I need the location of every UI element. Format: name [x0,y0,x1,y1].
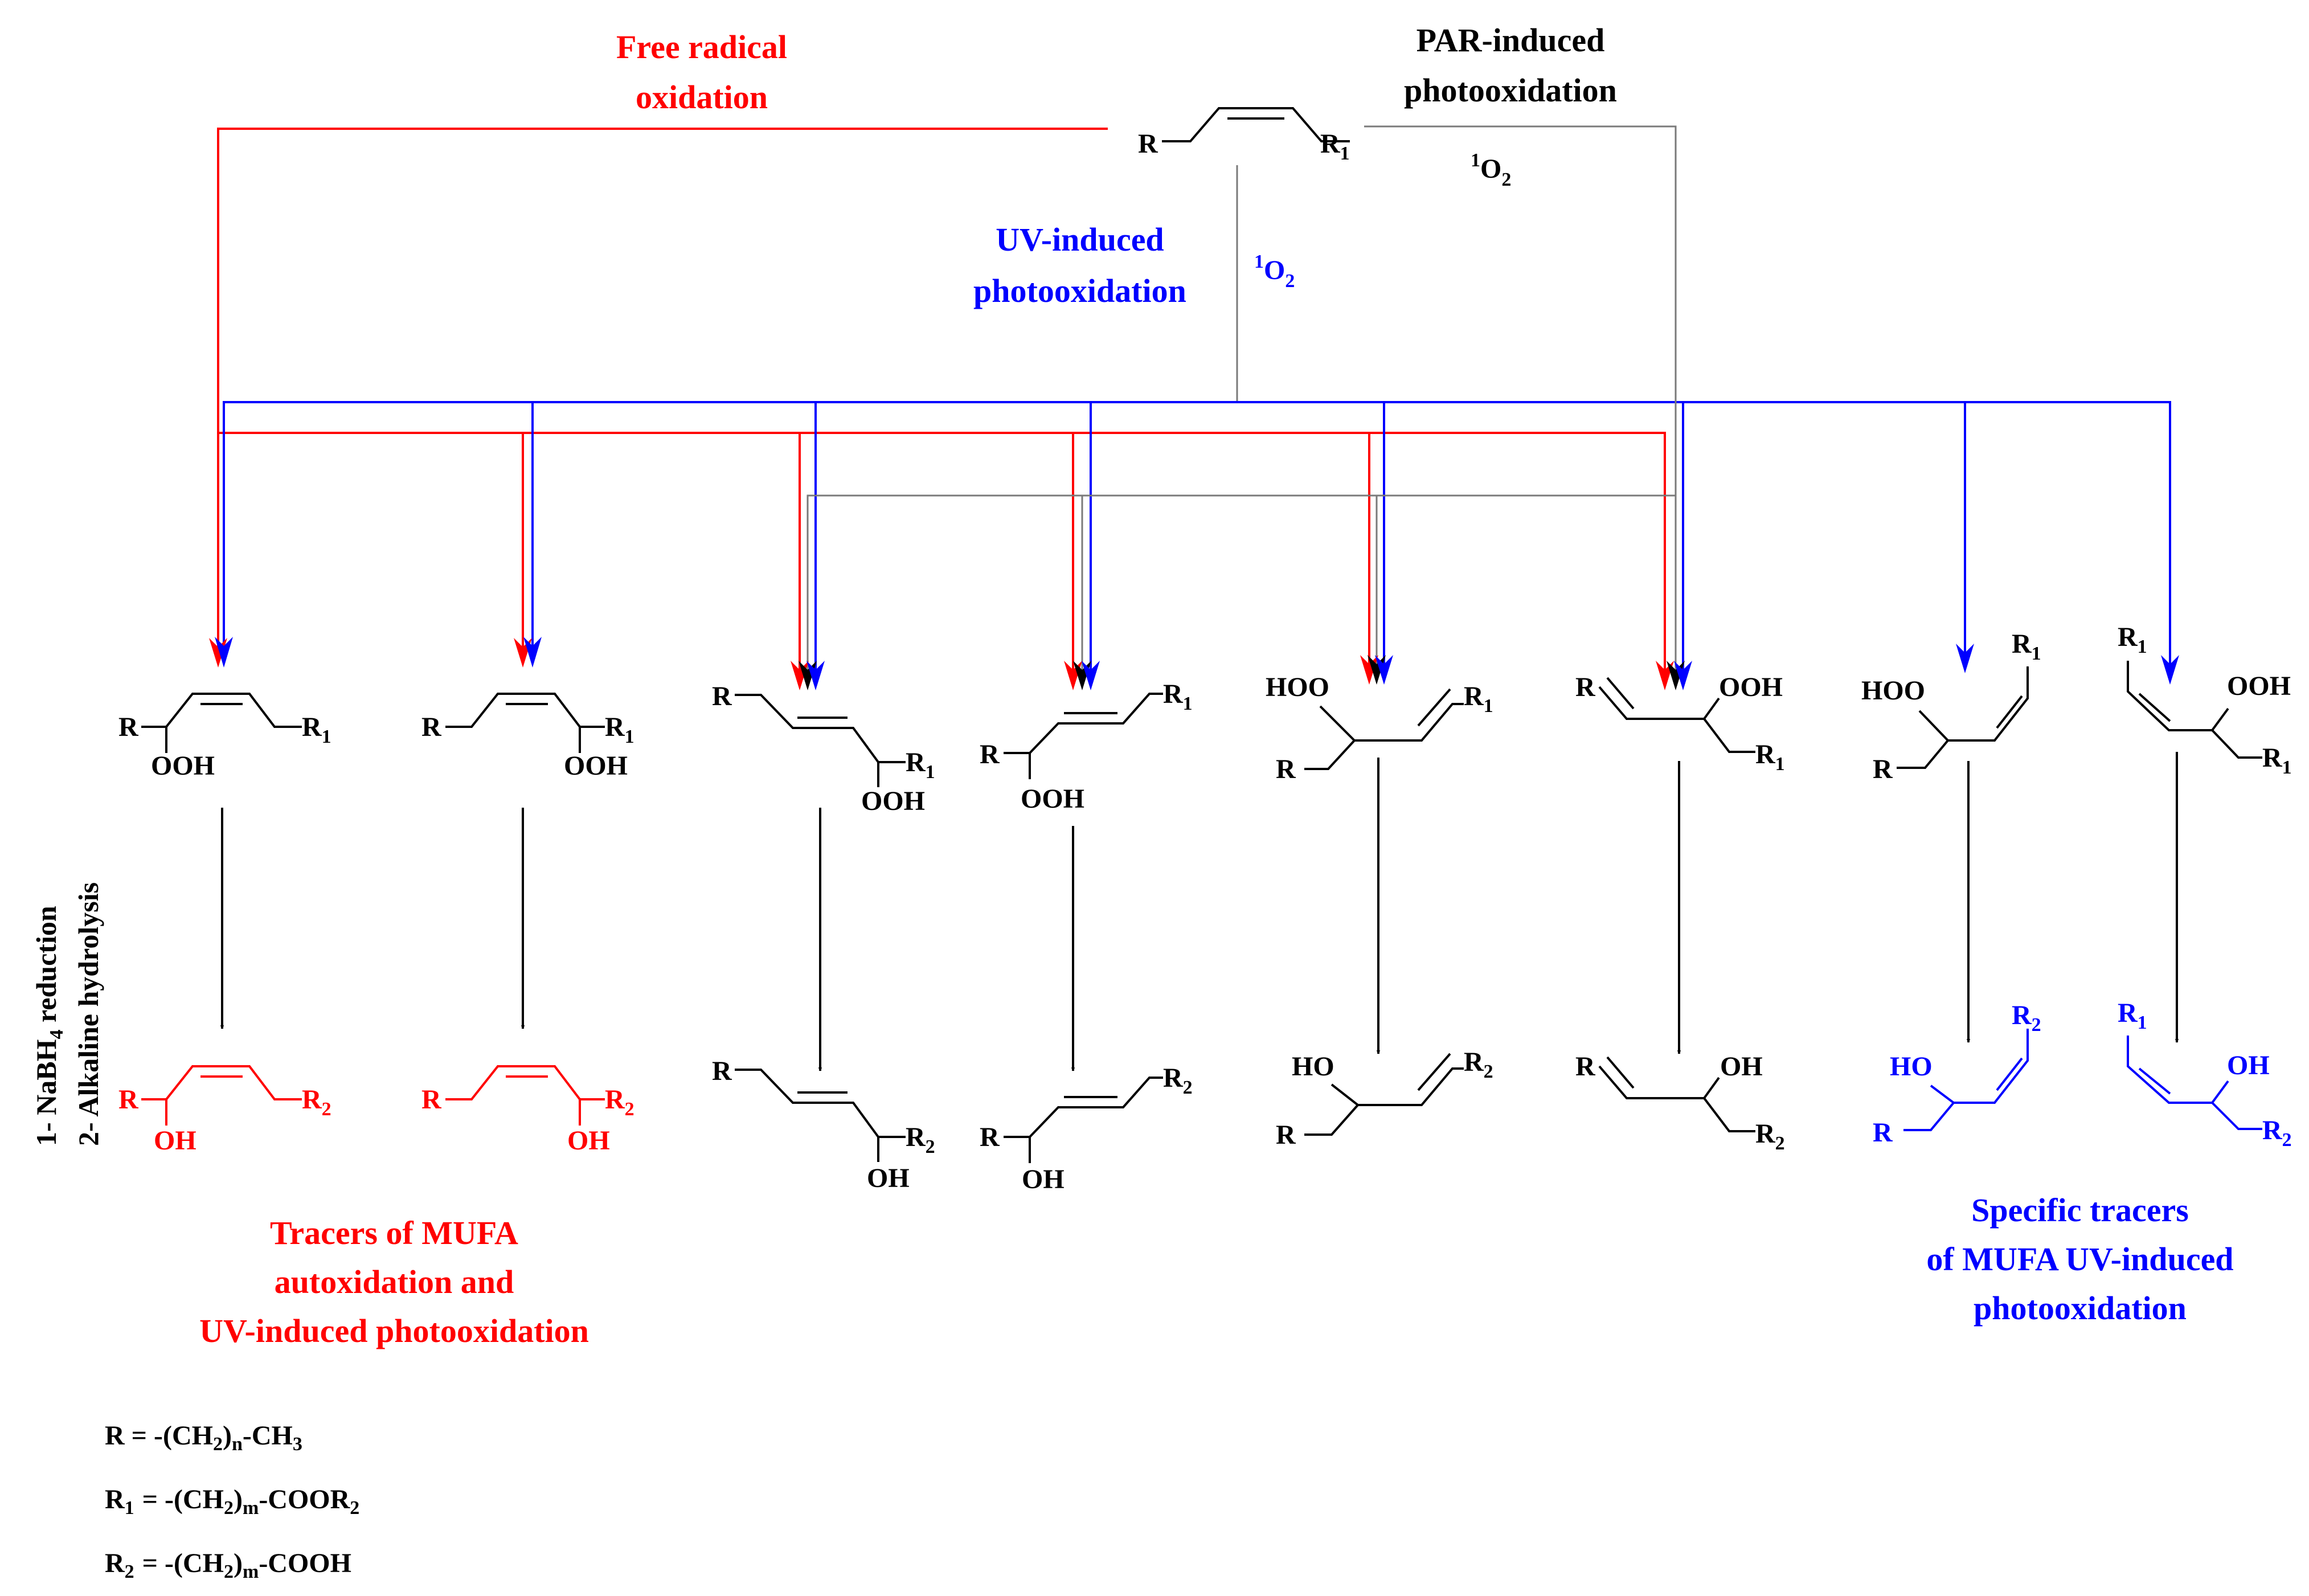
svg-text:R2: R2 [1163,1063,1193,1098]
svg-text:UV-induced photooxidation: UV-induced photooxidation [199,1312,589,1349]
svg-text:OH: OH [867,1163,910,1193]
uv-label-line1: UV-induced [996,221,1164,258]
singlet-oxygen-par: 1O2 [1471,150,1511,190]
svg-text:OOH: OOH [2227,671,2291,701]
svg-text:OOH: OOH [861,786,925,816]
svg-text:R: R [1276,754,1296,784]
svg-text:R1: R1 [1464,681,1493,717]
par-label-line1: PAR-induced [1416,22,1605,59]
legend-R1: R1 = -(CH2)m-COOR2 [105,1484,359,1519]
hydroxide-product-7: HO R2 R [1873,1000,2041,1148]
svg-text:R1: R1 [2012,629,2041,664]
hydroperoxide-3: R R1 OOH [712,681,935,816]
svg-text:R: R [712,1056,732,1086]
reduction-arrows [220,752,2179,1071]
svg-text:OH: OH [1720,1051,1763,1082]
svg-text:R: R [980,1122,1000,1152]
hydroperoxide-7: HOO R1 R [1861,629,2041,784]
atom-R1: R1 [1320,129,1350,164]
svg-text:R1: R1 [2118,622,2147,657]
hydroxide-product-4: R R2 OH [980,1063,1193,1194]
reduction-conditions-label: 1- NaBH4 reduction 2- Alkaline hydrolysi… [30,882,104,1146]
svg-text:R: R [118,712,139,742]
svg-text:R1: R1 [2118,998,2147,1033]
svg-text:1- NaBH4 reduction: 1- NaBH4 reduction [30,906,67,1146]
svg-text:R1: R1 [1163,679,1193,714]
hydroperoxide-6: R OOH R1 [1575,672,1785,775]
svg-text:R: R [118,1085,139,1115]
svg-text:OOH: OOH [151,751,215,781]
svg-text:R1: R1 [1755,739,1785,775]
svg-text:R2: R2 [302,1085,331,1120]
caption-red-tracers: Tracers of MUFA autoxidation and UV-indu… [199,1214,589,1349]
hydroxide-product-1: R R2 OH [118,1065,331,1156]
hydroperoxide-5: HOO R1 R [1266,672,1493,784]
substituent-legend: R = -(CH2)n-CH3 R1 = -(CH2)m-COOR2 R2 = -(… [105,1421,359,1582]
svg-text:Specific tracers: Specific tracers [1971,1192,2189,1229]
par-label-line2: photooxidation [1404,72,1617,109]
svg-text:R: R [1873,754,1893,784]
hydroperoxide-2: R R1 OOH [421,693,634,781]
svg-text:of MUFA UV-induced: of MUFA UV-induced [1926,1241,2233,1278]
svg-text:R: R [1575,1051,1596,1082]
hydroperoxide-1: R R1 OOH [118,693,331,781]
svg-text:OH: OH [154,1126,196,1156]
svg-text:R1: R1 [302,712,331,747]
svg-text:R: R [421,1085,442,1115]
svg-text:R1: R1 [906,747,935,783]
hydroxide-product-5: HO R2 R [1276,1047,1493,1150]
svg-text:R2: R2 [2012,1000,2041,1036]
svg-text:HOO: HOO [1266,672,1329,702]
svg-text:R2: R2 [906,1122,935,1157]
svg-text:photooxidation: photooxidation [1974,1290,2187,1327]
hydroxide-product-6: R OH R2 [1575,1051,1785,1154]
arrowheads [209,637,2179,690]
hydroperoxide-8: R1 OOH R1 [2118,622,2292,778]
substrate-molecule: R R1 [1138,107,1350,164]
uv-label-line2: photooxidation [973,272,1186,309]
free-radical-label-line2: oxidation [636,79,768,116]
svg-text:R: R [980,739,1000,770]
hydroxide-product-3: R R2 OH [712,1056,935,1193]
hydroxide-product-8: R1 OH R2 [2118,998,2292,1151]
svg-text:Tracers of MUFA: Tracers of MUFA [270,1214,518,1251]
svg-text:R1: R1 [605,712,634,747]
svg-text:R2: R2 [605,1085,634,1120]
svg-text:R: R [421,712,442,742]
svg-text:R: R [1276,1120,1296,1150]
svg-text:OH: OH [567,1126,610,1156]
svg-text:2- Alkaline hydrolysis: 2- Alkaline hydrolysis [72,882,104,1146]
svg-text:OOH: OOH [564,751,628,781]
svg-text:OOH: OOH [1021,784,1084,814]
svg-text:OOH: OOH [1719,672,1783,702]
svg-text:R2: R2 [2262,1115,2292,1151]
svg-text:autoxidation and: autoxidation and [275,1263,514,1300]
svg-text:R: R [1575,672,1596,702]
free-radical-path [217,128,1108,655]
hydroperoxide-4: R R1 OOH [980,679,1193,814]
svg-text:HOO: HOO [1861,676,1925,706]
singlet-oxygen-uv: 1O2 [1254,251,1295,292]
svg-text:R2: R2 [1464,1047,1493,1082]
legend-R: R = -(CH2)n-CH3 [105,1421,302,1455]
svg-text:OH: OH [2227,1050,2270,1081]
svg-text:OH: OH [1022,1164,1065,1194]
svg-text:HO: HO [1292,1051,1334,1082]
svg-text:R: R [712,681,732,711]
caption-blue-tracers: Specific tracers of MUFA UV-induced phot… [1926,1192,2233,1327]
svg-text:R: R [1873,1118,1893,1148]
atom-R: R [1138,129,1158,159]
svg-text:HO: HO [1890,1051,1933,1082]
svg-text:R2: R2 [1755,1119,1785,1154]
hydroxide-product-2: R R2 OH [421,1065,634,1156]
free-radical-label-line1: Free radical [616,28,787,66]
legend-R2: R2 = -(CH2)m-COOH [105,1548,351,1582]
svg-text:R1: R1 [2262,743,2292,778]
